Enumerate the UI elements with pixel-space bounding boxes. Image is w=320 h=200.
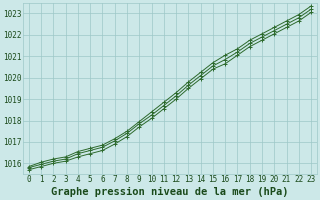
X-axis label: Graphe pression niveau de la mer (hPa): Graphe pression niveau de la mer (hPa)	[51, 187, 289, 197]
